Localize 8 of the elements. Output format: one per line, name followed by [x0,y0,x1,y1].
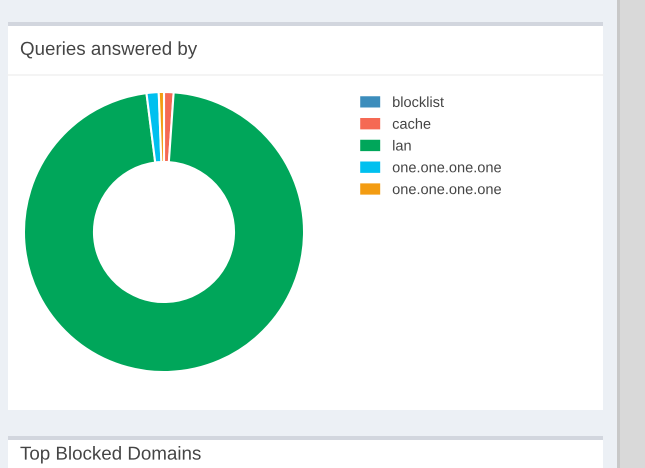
chart-title: Queries answered by [20,41,198,59]
legend-label: blocklist [393,96,444,108]
legend-label: one.one.one.one [392,186,501,194]
legend-label: lan [393,140,411,151]
legend-label: one.one.one.one [392,164,501,172]
legend-label: cache [392,118,430,129]
text: Top Blocked Domains [20,446,201,464]
donut-slice [22,91,306,374]
